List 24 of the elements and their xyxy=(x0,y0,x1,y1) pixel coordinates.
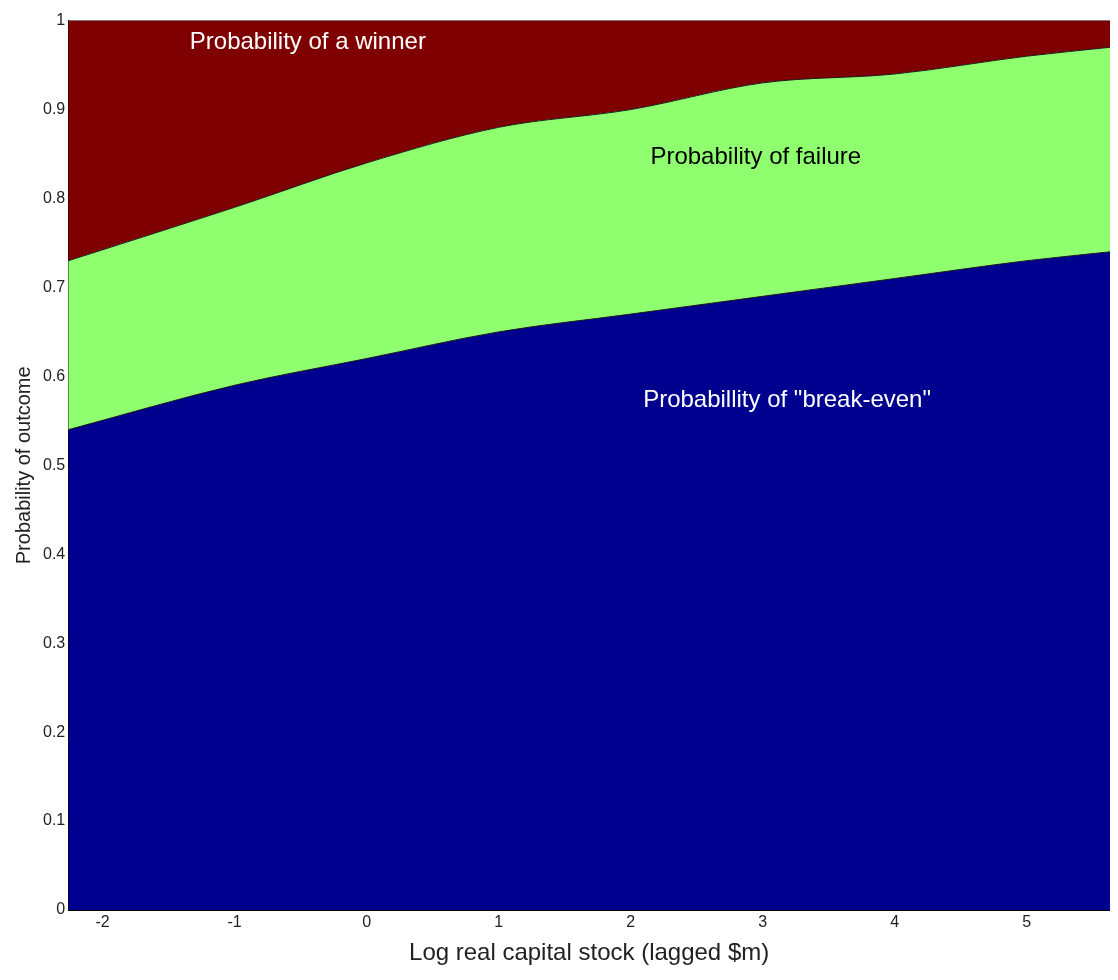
x-tick-label: 2 xyxy=(626,913,636,931)
y-tick-label: 0.3 xyxy=(42,633,66,651)
x-tick-label: 0 xyxy=(362,913,372,931)
y-tick-label: 0.5 xyxy=(42,455,66,473)
x-tick-label: 3 xyxy=(758,913,768,931)
x-tick-label: -1 xyxy=(227,913,242,931)
y-axis-title: Probability of outcome xyxy=(11,366,34,565)
x-tick-label: -2 xyxy=(95,913,110,931)
y-tick-label: 0.8 xyxy=(42,188,66,206)
x-axis-title: Log real capital stock (lagged $m) xyxy=(409,938,770,966)
y-tick-label: 1 xyxy=(56,11,66,29)
y-tick-label: 0.1 xyxy=(42,811,66,829)
x-tick-label: 5 xyxy=(1022,913,1032,931)
y-tick-label: 0.6 xyxy=(42,366,66,384)
x-tick-label: 1 xyxy=(494,913,504,931)
series-label: Probability of a winner xyxy=(189,26,426,54)
series-label: Probabillity of "break-even" xyxy=(643,385,931,413)
y-tick-label: 0.4 xyxy=(42,544,66,562)
series-label: Probability of failure xyxy=(650,142,862,170)
y-tick-label: 0.7 xyxy=(42,277,66,295)
y-tick-label: 0 xyxy=(56,900,66,918)
y-tick-label: 0.2 xyxy=(42,722,66,740)
x-tick-label: 4 xyxy=(890,913,900,931)
y-tick-label: 0.9 xyxy=(42,99,66,117)
